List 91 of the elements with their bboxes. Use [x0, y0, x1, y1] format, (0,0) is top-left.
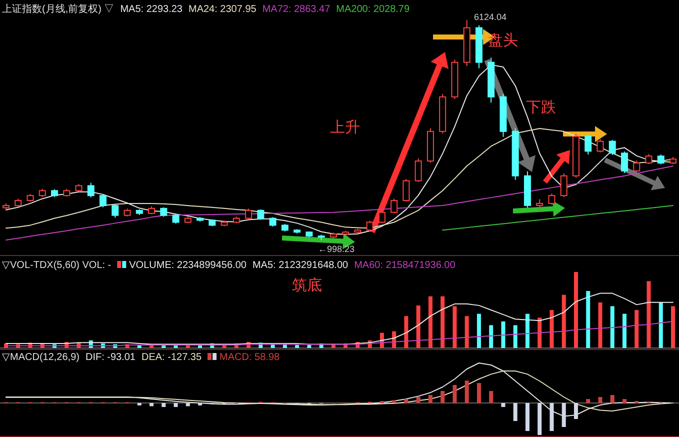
bar — [162, 403, 166, 407]
bar — [598, 397, 602, 403]
bar — [538, 318, 542, 348]
text: MA60: 2158471936.00 — [354, 260, 456, 271]
candlestick — [620, 151, 628, 174]
candlestick — [366, 220, 374, 232]
bar — [489, 325, 494, 348]
candlestick — [87, 182, 94, 198]
bar — [622, 399, 626, 403]
bar — [464, 316, 469, 348]
bar — [586, 399, 590, 403]
candlestick — [257, 208, 264, 220]
bar — [464, 380, 469, 403]
annotation: 下跌 — [526, 99, 556, 116]
candlestick — [536, 198, 544, 211]
bar — [440, 391, 445, 403]
candlestick — [596, 138, 604, 153]
bar — [404, 316, 408, 348]
bar — [562, 294, 566, 348]
annotation: 上升 — [330, 119, 360, 136]
annotation: 盘头 — [488, 32, 518, 49]
bar — [658, 302, 663, 348]
chart-title: ▽VOL-TDX(5,60) VOL: - — [2, 260, 112, 271]
text: MA72: 2863.47 — [262, 4, 331, 15]
bar — [634, 310, 639, 348]
bar — [574, 403, 578, 419]
bar — [525, 314, 530, 348]
bar — [574, 272, 578, 348]
candlestick — [560, 172, 568, 198]
bar — [186, 403, 190, 406]
text: MA5: 2293.23 — [120, 4, 183, 15]
bar — [538, 403, 542, 435]
candlestick — [402, 178, 410, 202]
bar — [416, 305, 420, 348]
bar — [174, 403, 178, 407]
bar — [513, 325, 518, 348]
bar — [610, 395, 614, 403]
text: MA200: 2028.79 — [336, 4, 410, 15]
bar — [550, 310, 554, 348]
bar — [622, 314, 626, 348]
bar — [392, 400, 396, 403]
bar — [476, 383, 481, 403]
bar — [452, 385, 457, 403]
bar — [513, 403, 518, 421]
bar — [295, 344, 300, 348]
candlestick — [160, 206, 168, 218]
candlestick — [378, 210, 386, 224]
legend-label: VOLUME: 2234899456.00 — [129, 260, 247, 271]
bar — [428, 395, 432, 403]
candlestick — [100, 194, 107, 208]
candlestick — [172, 214, 180, 224]
legend-label: MACD: 58.98 — [220, 352, 280, 363]
text: ←998.23 — [318, 244, 355, 254]
text: DIF: -93.01 — [85, 352, 136, 363]
bar — [489, 391, 494, 403]
bar — [598, 302, 602, 348]
bar — [150, 403, 154, 406]
bar — [646, 281, 651, 348]
bar — [610, 306, 614, 348]
bar — [586, 291, 590, 348]
annotation: 筑底 — [292, 277, 322, 294]
chart-title: ▽MACD(12,26,9) — [2, 352, 80, 363]
candlestick — [548, 193, 556, 206]
candlestick — [657, 154, 664, 165]
text: MA24: 2307.95 — [188, 4, 257, 15]
annotation: 6124.04 — [474, 12, 507, 22]
bar — [671, 306, 675, 348]
candlestick — [390, 198, 398, 214]
candlestick — [584, 134, 592, 156]
chart-title: 上证指数(月线,前复权) ▽ — [2, 3, 114, 15]
text: MA5: 2123291648.00 — [252, 260, 349, 271]
bar — [404, 399, 408, 403]
bar — [501, 403, 506, 407]
bar — [440, 296, 445, 348]
candlestick — [112, 204, 119, 218]
bar — [428, 296, 432, 348]
bar — [501, 321, 506, 348]
candlestick — [645, 154, 652, 164]
candlestick — [269, 216, 276, 228]
bar — [476, 314, 481, 348]
candlestick — [245, 208, 252, 220]
bar — [525, 403, 530, 431]
candlestick — [633, 160, 640, 173]
text: DEA: -127.35 — [142, 352, 202, 363]
bar — [562, 403, 566, 427]
bar — [550, 403, 554, 431]
bar — [416, 397, 420, 403]
candlestick — [608, 139, 616, 156]
candlestick — [414, 158, 422, 182]
bar — [452, 306, 457, 348]
bar — [307, 344, 312, 348]
